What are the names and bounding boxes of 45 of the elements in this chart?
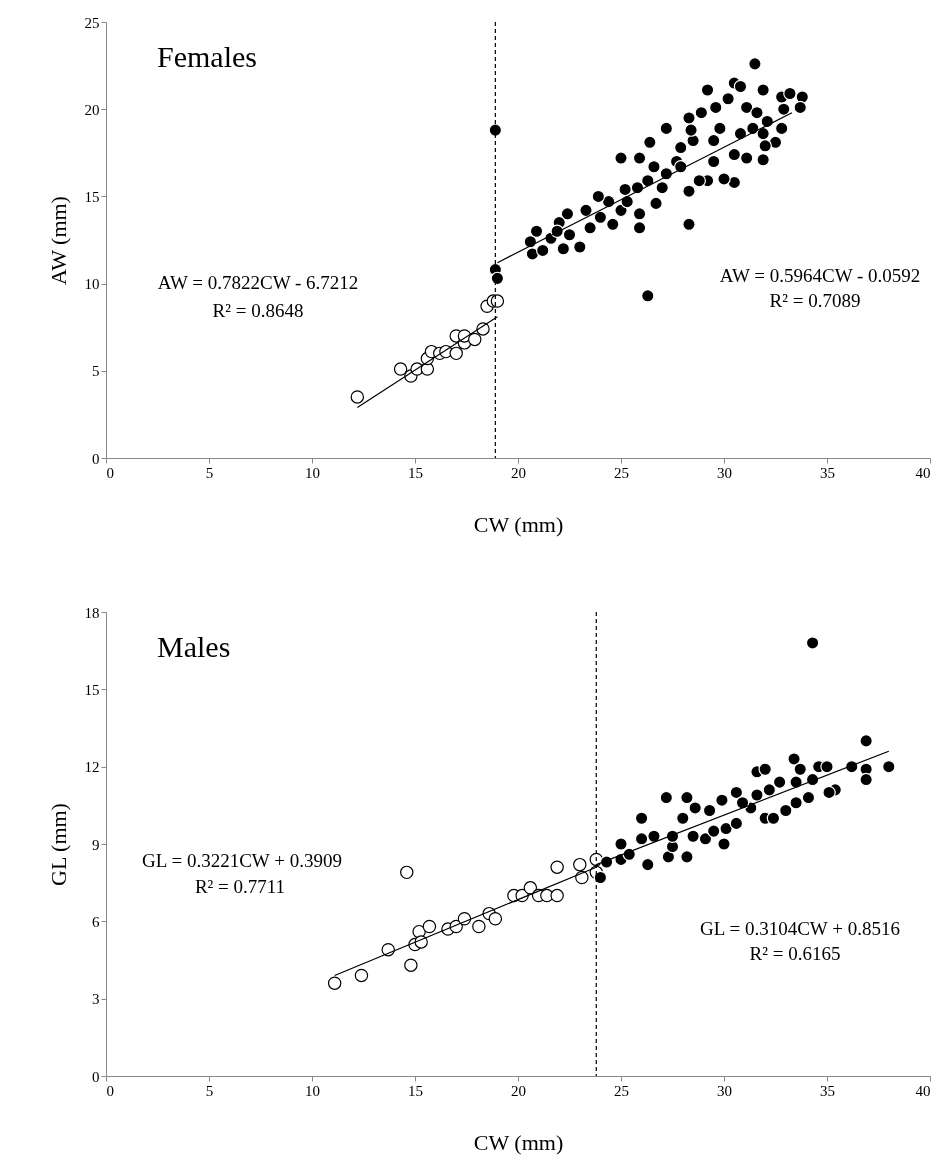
y-tick-label: 6 [92,913,100,930]
x-tick-label: 25 [614,464,629,481]
x-tick-label: 40 [915,464,931,481]
y-tick-label: 12 [84,759,100,776]
y-tick-label: 0 [92,1068,100,1085]
y-tick-label: 0 [92,450,100,467]
y-tick-label: 15 [84,188,100,205]
y-tick-label: 3 [92,991,100,1008]
y-tick-label: 5 [92,363,100,380]
y-tick-label: 25 [84,14,100,31]
x-axis-title: CW (mm) [473,1129,564,1155]
x-tick-label: 15 [408,464,423,481]
x-tick-label: 5 [205,1082,214,1099]
y-axis-title: GL (mm) [45,803,71,886]
x-axis-title: CW (mm) [473,511,564,537]
annotation: R² = 0.8648 [212,300,304,321]
y-tick-label: 9 [92,836,100,853]
x-tick-label: 25 [614,1082,629,1099]
annotation: R² = 0.7089 [769,290,861,311]
x-tick-label: 10 [305,1082,320,1099]
x-tick-label: 40 [915,1082,931,1099]
text: Males [157,630,231,663]
y-tick-label: 20 [84,101,100,118]
y-tick-label: 15 [84,681,100,698]
x-tick-label: 15 [408,1082,423,1099]
y-tick-label: 18 [84,604,100,621]
x-tick-label: 35 [820,464,835,481]
x-tick-label: 20 [511,1082,526,1099]
annotation: R² = 0.6165 [749,943,841,964]
y-tick-label: 10 [84,276,100,293]
x-tick-label: 0 [106,464,114,481]
annotation: GL = 0.3221CW + 0.3909 [142,850,342,871]
x-tick-label: 35 [820,1082,835,1099]
x-tick-label: 20 [511,464,526,481]
annotation: R² = 0.7711 [194,876,286,897]
x-tick-label: 30 [717,1082,732,1099]
annotation: GL = 0.3104CW + 0.8516 [700,918,900,939]
y-axis-title: AW (mm) [45,196,71,285]
annotation: AW = 0.7822CW - 6.7212 [157,272,359,293]
text: Females [157,40,257,73]
x-tick-label: 10 [305,464,320,481]
x-tick-label: 0 [106,1082,114,1099]
x-tick-label: 30 [717,464,732,481]
annotation: AW = 0.5964CW - 0.0592 [719,265,921,286]
x-tick-label: 5 [205,464,214,481]
